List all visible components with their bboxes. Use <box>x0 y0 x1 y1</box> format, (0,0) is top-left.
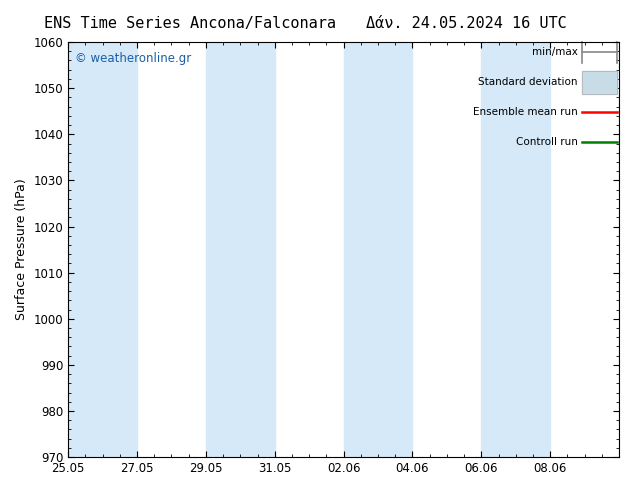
Text: Δάν. 24.05.2024 16 UTC: Δάν. 24.05.2024 16 UTC <box>366 16 566 31</box>
Text: Controll run: Controll run <box>516 137 578 147</box>
Bar <box>582 71 617 94</box>
Text: Ensemble mean run: Ensemble mean run <box>473 107 578 117</box>
Y-axis label: Surface Pressure (hPa): Surface Pressure (hPa) <box>15 179 28 320</box>
Bar <box>206 42 275 457</box>
Bar <box>344 42 413 457</box>
Bar <box>68 42 137 457</box>
Bar <box>481 42 550 457</box>
Bar <box>582 71 617 94</box>
Text: min/max: min/max <box>532 48 578 57</box>
Text: © weatheronline.gr: © weatheronline.gr <box>75 52 191 66</box>
Text: ENS Time Series Ancona/Falconara: ENS Time Series Ancona/Falconara <box>44 16 336 31</box>
Text: Standard deviation: Standard deviation <box>478 77 578 87</box>
